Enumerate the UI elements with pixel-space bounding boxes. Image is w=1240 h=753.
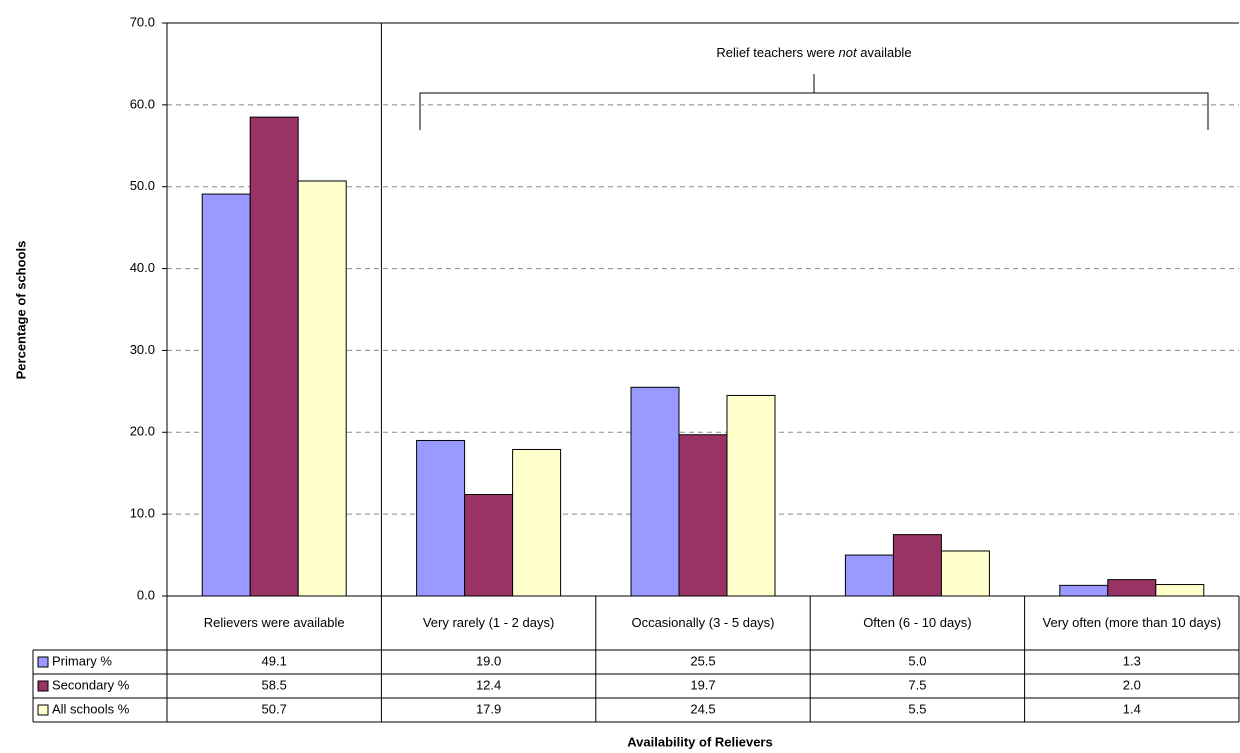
category-cell: Very often (more than 10 days) [1042,614,1222,630]
table-value: 2.0 [1123,677,1141,692]
bar [297,180,347,597]
table-value: 58.5 [262,677,287,692]
y-tick-label: 40.0 [130,260,155,275]
bracket [419,74,1209,130]
table-value: 49.1 [262,653,287,668]
category-label: Relievers were available [203,614,345,630]
table-value: 5.0 [908,653,926,668]
legend-label: All schools % [52,701,130,716]
category-cell: Often (6 - 10 days) [863,614,972,630]
category-label: Occasionally (3 - 5 days) [631,614,775,630]
y-axis-label: Percentage of schools [13,241,28,380]
bar [1059,584,1109,597]
x-axis-label: Availability of Relievers [627,734,772,749]
y-tick-label: 0.0 [137,587,155,602]
bar [678,434,728,597]
category-cell: Occasionally (3 - 5 days) [631,614,775,630]
table-value: 7.5 [908,677,926,692]
table-value: 5.5 [908,701,926,716]
y-tick-label: 30.0 [130,342,155,357]
table-value: 25.5 [690,653,715,668]
bar [249,116,299,597]
y-tick-label: 10.0 [130,506,155,521]
annotation-part: not [839,45,858,60]
bar [1107,579,1157,597]
annotation-part: available [857,45,912,60]
category-label: Often (6 - 10 days) [863,614,972,630]
legend-swatch [37,704,49,716]
legend-label: Secondary % [52,677,130,692]
table-value: 17.9 [476,701,501,716]
table-value: 1.4 [1123,701,1141,716]
table-value: 50.7 [262,701,287,716]
bar [512,448,562,597]
bar [940,550,990,597]
category-cell: Relievers were available [203,614,345,630]
legend-swatch [37,656,49,668]
legend-swatch [37,680,49,692]
bar [416,439,466,597]
table-value: 24.5 [690,701,715,716]
y-tick-label: 20.0 [130,424,155,439]
bar [464,493,514,597]
bar [630,386,680,597]
bar [844,554,894,597]
annotation: Relief teachers were not available [716,45,911,60]
category-label: Very often (more than 10 days) [1042,614,1222,630]
bar [1155,584,1205,597]
bar [201,193,251,597]
category-cell: Very rarely (1 - 2 days) [422,614,555,630]
legend-label: Primary % [52,653,112,668]
y-tick-label: 60.0 [130,96,155,111]
table-value: 19.0 [476,653,501,668]
table-value: 12.4 [476,677,501,692]
table-value: 19.7 [690,677,715,692]
bar [892,534,942,597]
y-tick-label: 70.0 [130,14,155,29]
bar [726,394,776,597]
category-label: Very rarely (1 - 2 days) [422,614,555,630]
y-tick-label: 50.0 [130,178,155,193]
table-value: 1.3 [1123,653,1141,668]
annotation-part: Relief teachers were [716,45,838,60]
